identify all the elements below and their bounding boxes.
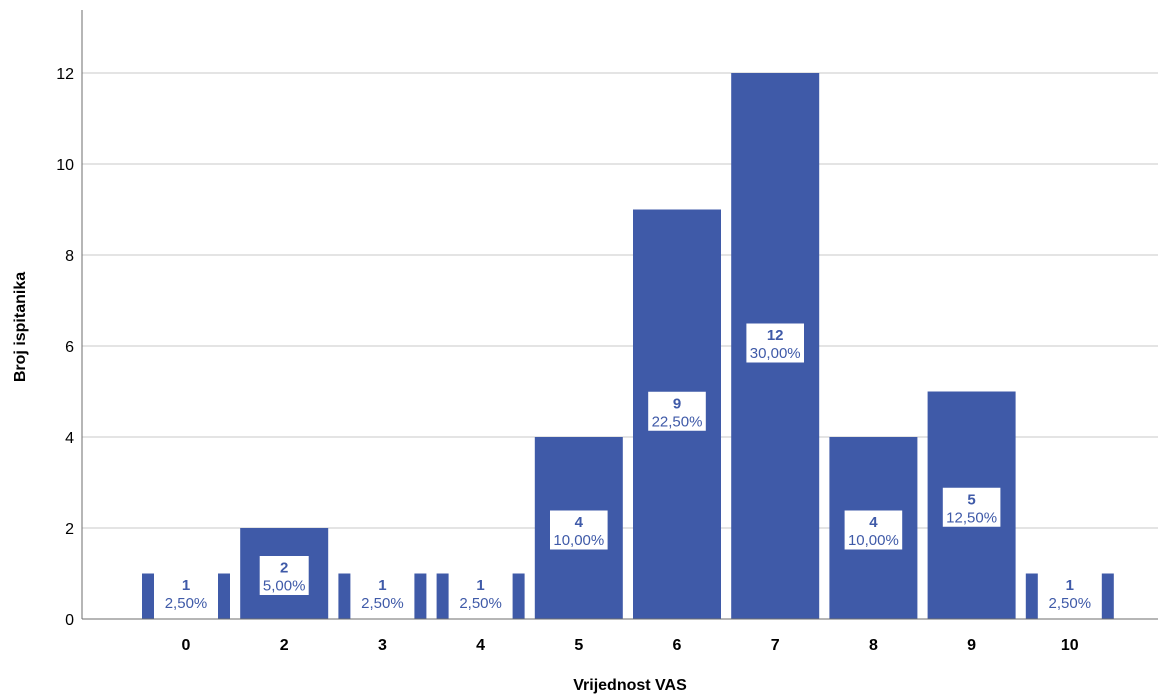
data-label-percent: 2,50% bbox=[361, 595, 404, 612]
bars bbox=[142, 73, 1114, 619]
x-tick-label: 9 bbox=[967, 637, 976, 654]
data-label-box bbox=[942, 487, 1001, 527]
bar bbox=[414, 573, 427, 619]
data-label-count: 12 bbox=[767, 327, 784, 344]
x-tick-labels: 0 2 3 4 5 6 7 8 9 10 bbox=[182, 637, 1079, 654]
data-label-count: 4 bbox=[869, 514, 878, 531]
data-label-percent: 2,50% bbox=[459, 595, 502, 612]
data-label-percent: 5,00% bbox=[263, 578, 306, 595]
bar bbox=[436, 573, 449, 619]
bar bbox=[142, 573, 154, 619]
bar bbox=[1025, 573, 1038, 619]
x-tick-label: 8 bbox=[869, 637, 878, 654]
data-label-box bbox=[844, 510, 903, 550]
data-label-percent: 30,00% bbox=[750, 345, 801, 362]
y-tick-label: 0 bbox=[65, 612, 74, 629]
data-label-box bbox=[746, 323, 804, 363]
bar bbox=[1101, 573, 1114, 619]
data-label-count: 1 bbox=[182, 577, 190, 594]
x-tick-label: 0 bbox=[182, 637, 191, 654]
y-tick-labels: 0 2 4 6 8 10 12 bbox=[56, 66, 74, 629]
x-tick-label: 5 bbox=[574, 637, 583, 654]
data-labels: 12,50%25,00% 12,50%12,50%410,00%922,50%12… bbox=[165, 323, 1092, 612]
y-axis-title: Broj ispitanika bbox=[12, 272, 29, 382]
x-axis-title: Vrijednost VAS bbox=[573, 677, 687, 694]
bar bbox=[512, 573, 525, 619]
axes bbox=[81, 10, 1158, 620]
data-label-count: 4 bbox=[575, 514, 584, 531]
data-label-box bbox=[648, 391, 706, 431]
data-label-count: 9 bbox=[673, 395, 681, 412]
y-tick-label: 8 bbox=[65, 248, 74, 265]
x-tick-label: 2 bbox=[280, 637, 289, 654]
data-label-box bbox=[550, 510, 608, 550]
x-tick-label: 3 bbox=[378, 637, 387, 654]
y-tick-label: 2 bbox=[65, 521, 74, 538]
data-label-box bbox=[259, 556, 309, 595]
data-label-percent: 10,00% bbox=[553, 532, 604, 549]
data-label-percent: 2,50% bbox=[165, 595, 208, 612]
x-tick-label: 7 bbox=[771, 637, 780, 654]
y-tick-label: 6 bbox=[65, 339, 74, 356]
bar bbox=[218, 573, 230, 619]
data-label-percent: 12,50% bbox=[946, 509, 997, 526]
data-label-count: 1 bbox=[476, 577, 484, 594]
x-tick-label: 6 bbox=[673, 637, 682, 654]
y-tick-label: 4 bbox=[65, 430, 74, 447]
x-tick-label: 4 bbox=[476, 637, 485, 654]
data-label-count: 5 bbox=[967, 491, 975, 508]
data-label-count: 1 bbox=[378, 577, 386, 594]
y-tick-label: 12 bbox=[56, 66, 74, 83]
data-label-percent: 2,50% bbox=[1049, 595, 1092, 612]
y-tick-label: 10 bbox=[56, 157, 74, 174]
data-label-count: 2 bbox=[280, 560, 288, 577]
data-label-percent: 10,00% bbox=[848, 532, 899, 549]
bar bbox=[338, 573, 351, 619]
data-label-percent: 22,50% bbox=[652, 413, 703, 430]
x-tick-label: 10 bbox=[1061, 637, 1079, 654]
data-label-count: 1 bbox=[1066, 577, 1074, 594]
